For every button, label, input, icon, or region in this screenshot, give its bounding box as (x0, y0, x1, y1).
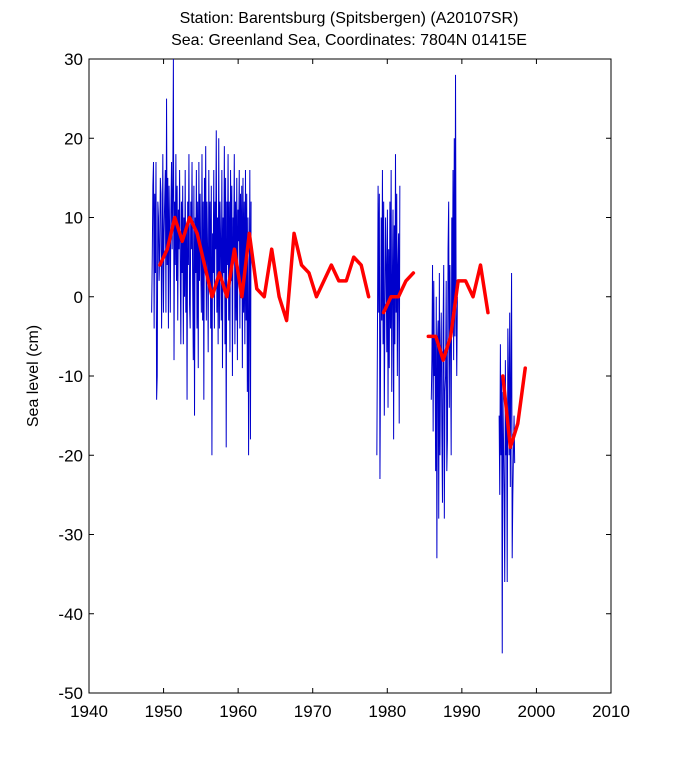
x-tick-label: 1980 (368, 702, 406, 721)
axis-ticks: 1940 1950 1960 1970 1980 1990 2000 2010-50-40-3… (58, 50, 629, 721)
y-tick-label: -30 (58, 526, 83, 545)
y-tick-label: 0 (74, 288, 83, 307)
x-tick-label: 2010 (592, 702, 630, 721)
y-tick-label: -10 (58, 367, 83, 386)
monthly-series (151, 58, 516, 654)
monthly-line-segment (430, 74, 458, 559)
y-tick-label: 10 (64, 209, 83, 228)
annual-mean-line-segment (381, 271, 416, 315)
y-tick-label: -50 (58, 684, 83, 703)
annual-mean-line-segment (426, 263, 490, 362)
plot-area-frame (88, 58, 612, 694)
annual-mean-line-segment (158, 215, 371, 323)
y-tick-label: 30 (64, 50, 83, 69)
x-tick-label: 2000 (518, 702, 556, 721)
chart-subtitle: Sea: Greenland Sea, Coordinates: 7804N 0… (171, 32, 527, 49)
monthly-line-segment (498, 272, 516, 654)
x-tick-label: 1950 (145, 702, 183, 721)
monthly-line-segment (151, 58, 252, 456)
y-tick-label: -20 (58, 446, 83, 465)
y-axis-label: Sea level (cm) (25, 325, 42, 427)
x-tick-label: 1970 (294, 702, 332, 721)
annual-series (158, 215, 527, 450)
x-tick-label: 1940 (70, 702, 108, 721)
y-tick-label: -40 (58, 605, 83, 624)
monthly-line-segment (376, 154, 401, 480)
x-tick-label: 1960 (219, 702, 257, 721)
annual-mean-line-segment (501, 366, 527, 450)
y-tick-label: 20 (64, 129, 83, 148)
x-tick-label: 1990 (443, 702, 481, 721)
chart-title: Station: Barentsburg (Spitsbergen) (A201… (180, 10, 519, 27)
